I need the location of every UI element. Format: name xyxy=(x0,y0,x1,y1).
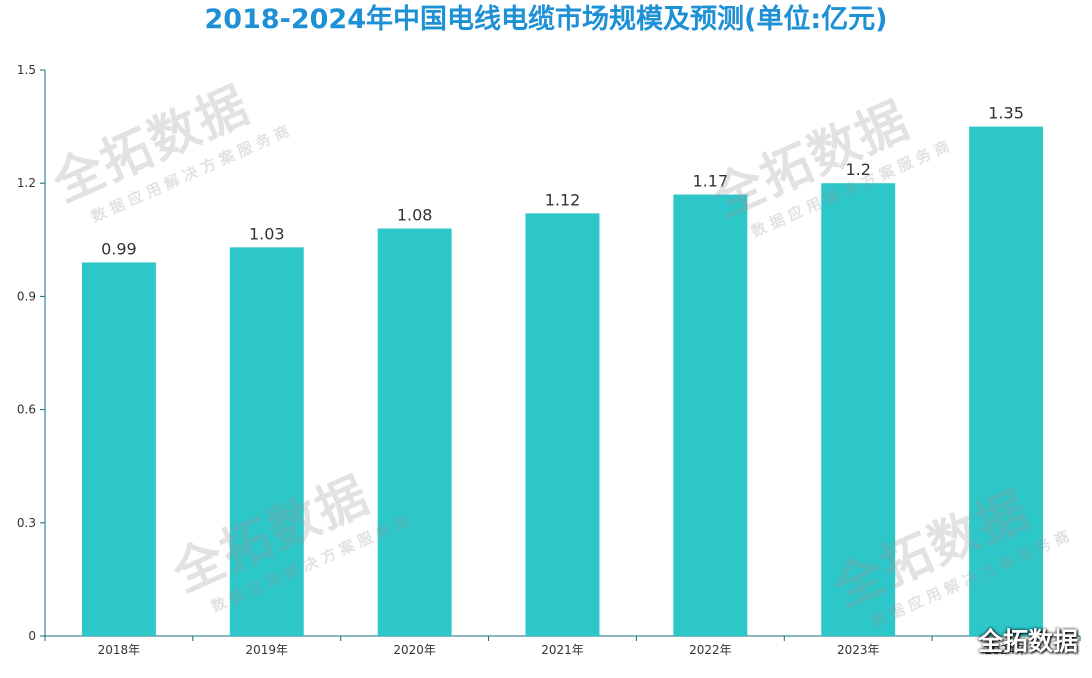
chart-title: 2018-2024年中国电线电缆市场规模及预测(单位:亿元) xyxy=(204,4,888,35)
y-tick-label: 0 xyxy=(28,629,36,643)
x-tick-label: 2020年 xyxy=(393,643,436,657)
brand-logo-text: 全拓数据 xyxy=(977,627,1078,656)
bar-value-label: 1.03 xyxy=(249,224,285,243)
x-tick-label: 2022年 xyxy=(689,643,732,657)
bar-value-label: 1.2 xyxy=(845,160,870,179)
x-tick-label: 2023年 xyxy=(837,643,880,657)
x-axis: 2018年 2019年 2020年 2021年 2022年 2023年 2024年 xyxy=(44,635,1081,657)
bar xyxy=(969,126,1044,636)
bar xyxy=(673,194,748,636)
bar xyxy=(525,213,600,637)
y-axis: 0 0.3 0.6 0.9 1.2 1.5 xyxy=(17,63,46,643)
y-tick-label: 0.6 xyxy=(17,403,36,417)
bar-value-label: 1.12 xyxy=(545,190,581,209)
bar xyxy=(229,247,304,636)
x-tick-label: 2019年 xyxy=(246,643,289,657)
bar-value-label: 0.99 xyxy=(101,239,137,258)
bar-value-label: 1.35 xyxy=(988,104,1024,123)
bar-value-label: 1.17 xyxy=(693,172,729,191)
bar xyxy=(81,262,156,636)
x-tick-label: 2018年 xyxy=(98,643,141,657)
bar xyxy=(377,228,452,637)
bar-series xyxy=(81,126,1044,637)
value-labels: 0.99 1.03 1.08 1.12 1.17 1.2 1.35 xyxy=(101,104,1024,259)
y-tick-label: 0.3 xyxy=(17,516,36,530)
x-tick-label: 2021年 xyxy=(541,643,584,657)
x-tick-label: 2024年 xyxy=(985,643,1028,657)
bar-value-label: 1.08 xyxy=(397,205,433,224)
y-tick-label: 0.9 xyxy=(17,289,36,303)
y-tick-label: 1.5 xyxy=(17,63,36,77)
y-tick-label: 1.2 xyxy=(17,176,36,190)
bar xyxy=(821,183,896,636)
